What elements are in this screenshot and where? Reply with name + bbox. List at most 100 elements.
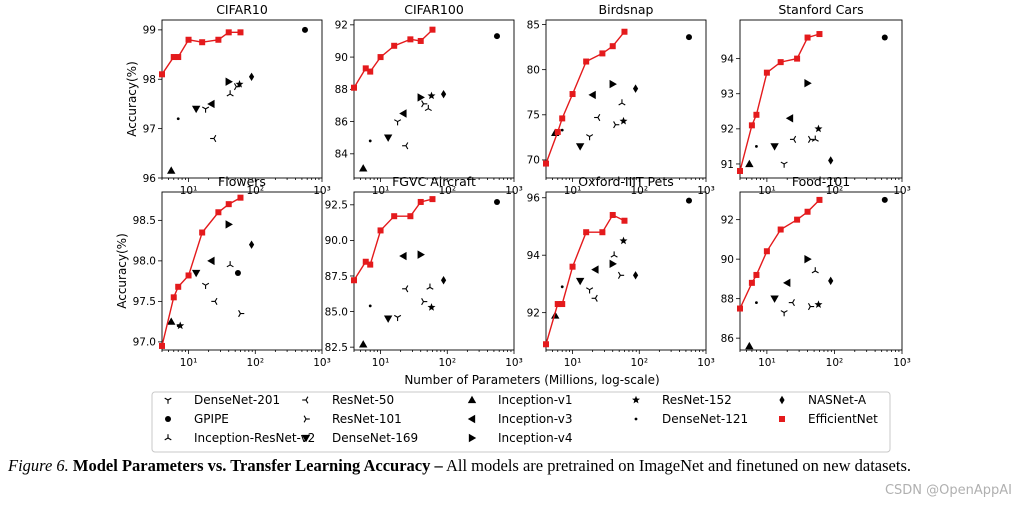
efficientnet-point bbox=[199, 229, 206, 236]
efficientnet-point bbox=[554, 301, 561, 308]
y-tick-label: 92 bbox=[721, 124, 734, 136]
data-point-tri_down bbox=[780, 161, 788, 168]
efficientnet-point bbox=[737, 305, 743, 312]
data-point-tri_up bbox=[618, 99, 626, 106]
efficientnet-point bbox=[175, 283, 182, 290]
efficientnet-point bbox=[816, 196, 823, 203]
caption-text: All models are pretrained on ImageNet an… bbox=[445, 456, 911, 475]
y-tick-label: 94 bbox=[721, 53, 735, 65]
data-point-tri_left bbox=[789, 135, 797, 143]
axes-frame bbox=[353, 19, 515, 179]
x-tick-label: 10² bbox=[826, 357, 844, 369]
y-tick-label: 86 bbox=[335, 116, 349, 128]
legend-item-gpipe: GPIPE bbox=[165, 412, 229, 426]
y-tick-label: 88 bbox=[721, 293, 734, 305]
efficientnet-line bbox=[353, 198, 433, 281]
efficientnet-point bbox=[609, 211, 616, 218]
efficientnet-point bbox=[621, 28, 628, 35]
data-point-diamond bbox=[828, 276, 834, 286]
efficientnet-point bbox=[569, 263, 576, 270]
data-point-tri_up bbox=[226, 90, 234, 97]
axes-frame bbox=[739, 19, 903, 179]
chart-title: Food-101 bbox=[792, 174, 850, 189]
x-tick-label: 10³ bbox=[893, 357, 911, 369]
y-tick-label: 93 bbox=[721, 89, 734, 101]
efficientnet-point bbox=[763, 248, 770, 255]
data-point-triangle_down bbox=[191, 105, 201, 114]
efficientnet-point bbox=[543, 341, 549, 348]
data-point-triangle_right bbox=[609, 259, 617, 269]
data-point-point bbox=[368, 304, 372, 308]
data-point-triangle_up bbox=[745, 159, 754, 168]
legend-label: DenseNet-169 bbox=[332, 431, 418, 445]
data-point-circle bbox=[685, 197, 692, 204]
y-tick-label: 98 bbox=[143, 74, 156, 86]
legend-label: GPIPE bbox=[194, 412, 229, 426]
efficientnet-point bbox=[237, 29, 244, 36]
legend-item-inception-v4: Inception-v4 bbox=[468, 431, 572, 445]
data-point-diamond bbox=[440, 89, 447, 99]
efficientnet-point bbox=[362, 65, 369, 72]
efficientnet-point bbox=[407, 36, 414, 43]
legend-label: Inception-ResNet-v2 bbox=[194, 431, 315, 445]
data-point-point bbox=[560, 285, 564, 289]
axes-frame bbox=[545, 191, 707, 351]
chart-title: CIFAR100 bbox=[404, 2, 464, 17]
data-point-tri_up bbox=[811, 267, 819, 274]
data-point-triangle_down bbox=[770, 143, 779, 151]
legend-marker bbox=[302, 396, 309, 404]
data-point-diamond bbox=[248, 240, 255, 249]
efficientnet-point bbox=[804, 34, 811, 41]
legend-marker bbox=[301, 434, 311, 443]
legend-marker bbox=[779, 416, 785, 422]
legend-marker bbox=[467, 414, 476, 424]
data-point-tri_left bbox=[402, 285, 409, 293]
x-tick-label: 10³ bbox=[313, 185, 331, 197]
data-point-tri_left bbox=[210, 134, 217, 143]
data-point-triangle_right bbox=[225, 220, 233, 229]
efficientnet-point bbox=[417, 37, 424, 44]
legend-item-inception-v1: Inception-v1 bbox=[467, 393, 572, 407]
data-point-tri_up bbox=[610, 251, 618, 258]
legend-label: Inception-v4 bbox=[498, 431, 572, 445]
legend-item-densenet-201: DenseNet-201 bbox=[164, 393, 280, 407]
legend-label: DenseNet-201 bbox=[194, 393, 280, 407]
y-tick-label: 99 bbox=[143, 25, 156, 37]
x-tick-label: 10² bbox=[630, 185, 648, 197]
data-point-tri_right bbox=[421, 100, 428, 108]
x-tick-label: 10³ bbox=[313, 357, 331, 369]
y-tick-label: 86 bbox=[721, 333, 735, 345]
data-point-circle bbox=[234, 270, 241, 277]
x-tick-label: 10¹ bbox=[180, 357, 198, 369]
data-point-tri_right bbox=[617, 271, 625, 279]
legend-label: ResNet-50 bbox=[332, 393, 394, 407]
efficientnet-point bbox=[429, 196, 436, 203]
data-point-point bbox=[176, 117, 180, 121]
data-point-triangle_up bbox=[745, 341, 754, 350]
data-point-star bbox=[814, 124, 823, 133]
efficientnet-point bbox=[599, 50, 606, 57]
x-tick-label: 10³ bbox=[505, 185, 523, 197]
efficientnet-point bbox=[804, 208, 811, 215]
efficientnet-point bbox=[554, 128, 561, 135]
chart-panel-flowers: Flowers 10¹ 10² 10³ 97.0 97.5 98.0 98.5 bbox=[133, 174, 331, 369]
y-tick-label: 85.0 bbox=[325, 306, 348, 318]
legend-box bbox=[151, 391, 891, 453]
legend-marker bbox=[634, 417, 638, 421]
legend-marker bbox=[632, 395, 640, 404]
data-point-tri_up bbox=[811, 135, 819, 142]
figure-caption: Figure 6. Model Parameters vs. Transfer … bbox=[8, 456, 1018, 476]
data-point-tri_down bbox=[780, 310, 788, 317]
efficientnet-point bbox=[569, 91, 576, 98]
x-tick-label: 10² bbox=[246, 185, 264, 197]
y-tick-label: 98.0 bbox=[133, 256, 156, 268]
data-point-triangle_right bbox=[609, 79, 617, 89]
chart-title: FGVC Aircraft bbox=[392, 174, 476, 189]
legend-item-resnet-152: ResNet-152 bbox=[632, 393, 732, 407]
data-point-tri_left bbox=[591, 294, 598, 302]
efficientnet-point bbox=[621, 217, 628, 224]
efficientnet-point bbox=[170, 294, 177, 301]
x-tick-label: 10³ bbox=[697, 357, 715, 369]
efficientnet-point bbox=[367, 68, 374, 75]
